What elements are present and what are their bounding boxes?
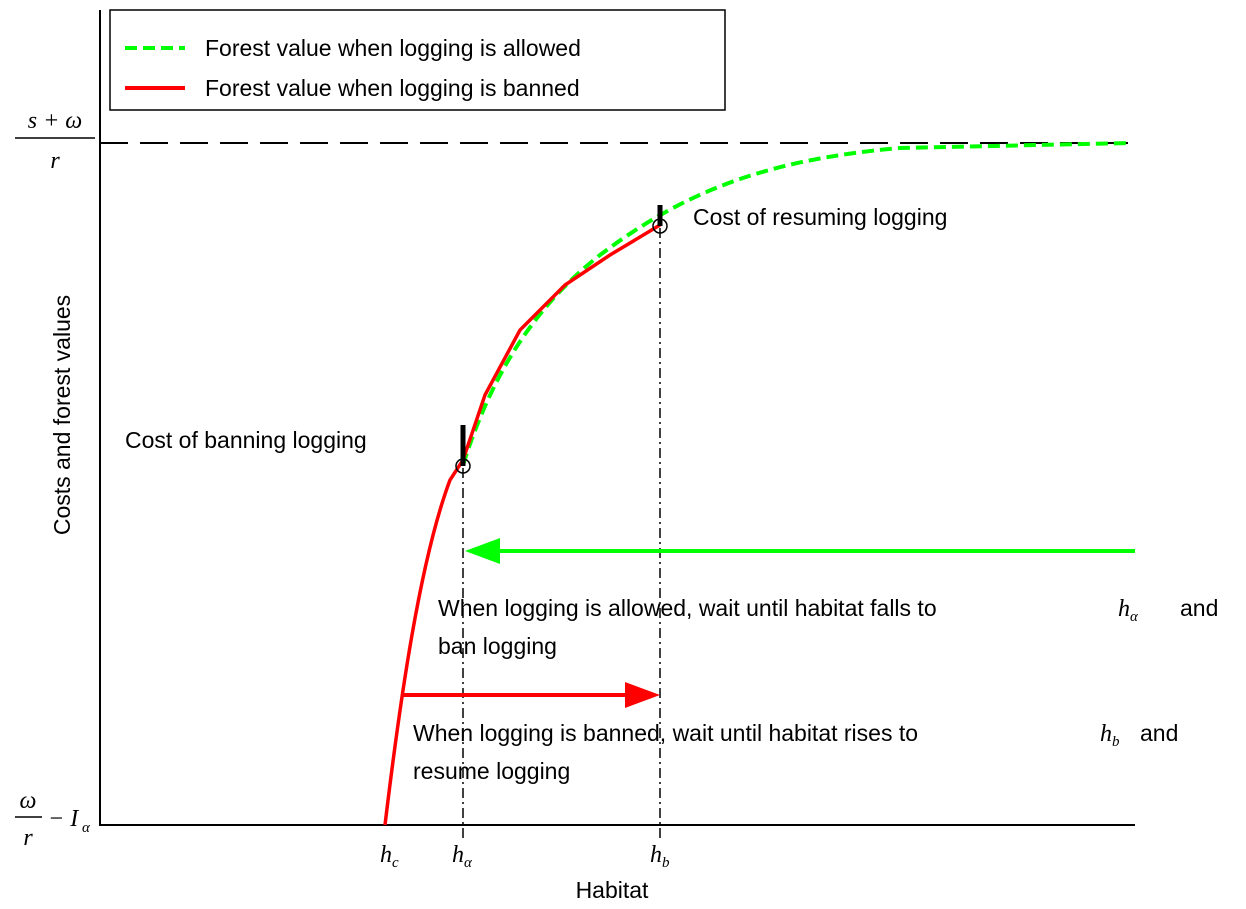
allowed-curve [461, 141, 1131, 466]
annotation: and [1180, 595, 1218, 621]
y-top-den: r [50, 148, 60, 174]
x-axis-title: Habitat [576, 877, 649, 903]
x-tick: h [452, 842, 464, 868]
switch-point [455, 458, 471, 474]
annotation: Cost of resuming logging [693, 204, 947, 230]
y-bottom-den: r [23, 825, 33, 851]
y-top-num: s + ω [28, 108, 82, 134]
arrow-head [625, 682, 660, 708]
x-tick: h [650, 842, 662, 868]
y-bottom-num: ω [20, 788, 37, 814]
annotation: and [1140, 720, 1178, 746]
switch-point [652, 218, 668, 234]
legend [109, 9, 726, 111]
annotation: resume logging [413, 758, 570, 784]
legend-label: Forest value when logging is banned [205, 75, 580, 101]
x-tick-sub: α [464, 855, 473, 871]
annotation: ban logging [438, 633, 557, 659]
annotation-sub: α [1130, 609, 1139, 625]
annotation-sub: b [1112, 734, 1120, 750]
y-axis-title: Costs and forest values [49, 295, 75, 535]
x-tick-sub: b [662, 855, 670, 871]
annotation: Cost of banning logging [125, 427, 367, 453]
banned-curve [383, 223, 661, 826]
y-bottom-minus: − I [48, 806, 79, 832]
annotation: When logging is allowed, wait until habi… [438, 595, 937, 621]
legend-label: Forest value when logging is allowed [205, 35, 581, 61]
annotation-symbol: h [1100, 721, 1112, 747]
annotation-symbol: h [1118, 596, 1130, 622]
x-tick: h [380, 842, 392, 868]
arrow-head [465, 538, 500, 564]
annotation: When logging is banned, wait until habit… [413, 720, 918, 746]
y-bottom-sub: α [82, 820, 91, 836]
x-tick-sub: c [392, 855, 399, 871]
